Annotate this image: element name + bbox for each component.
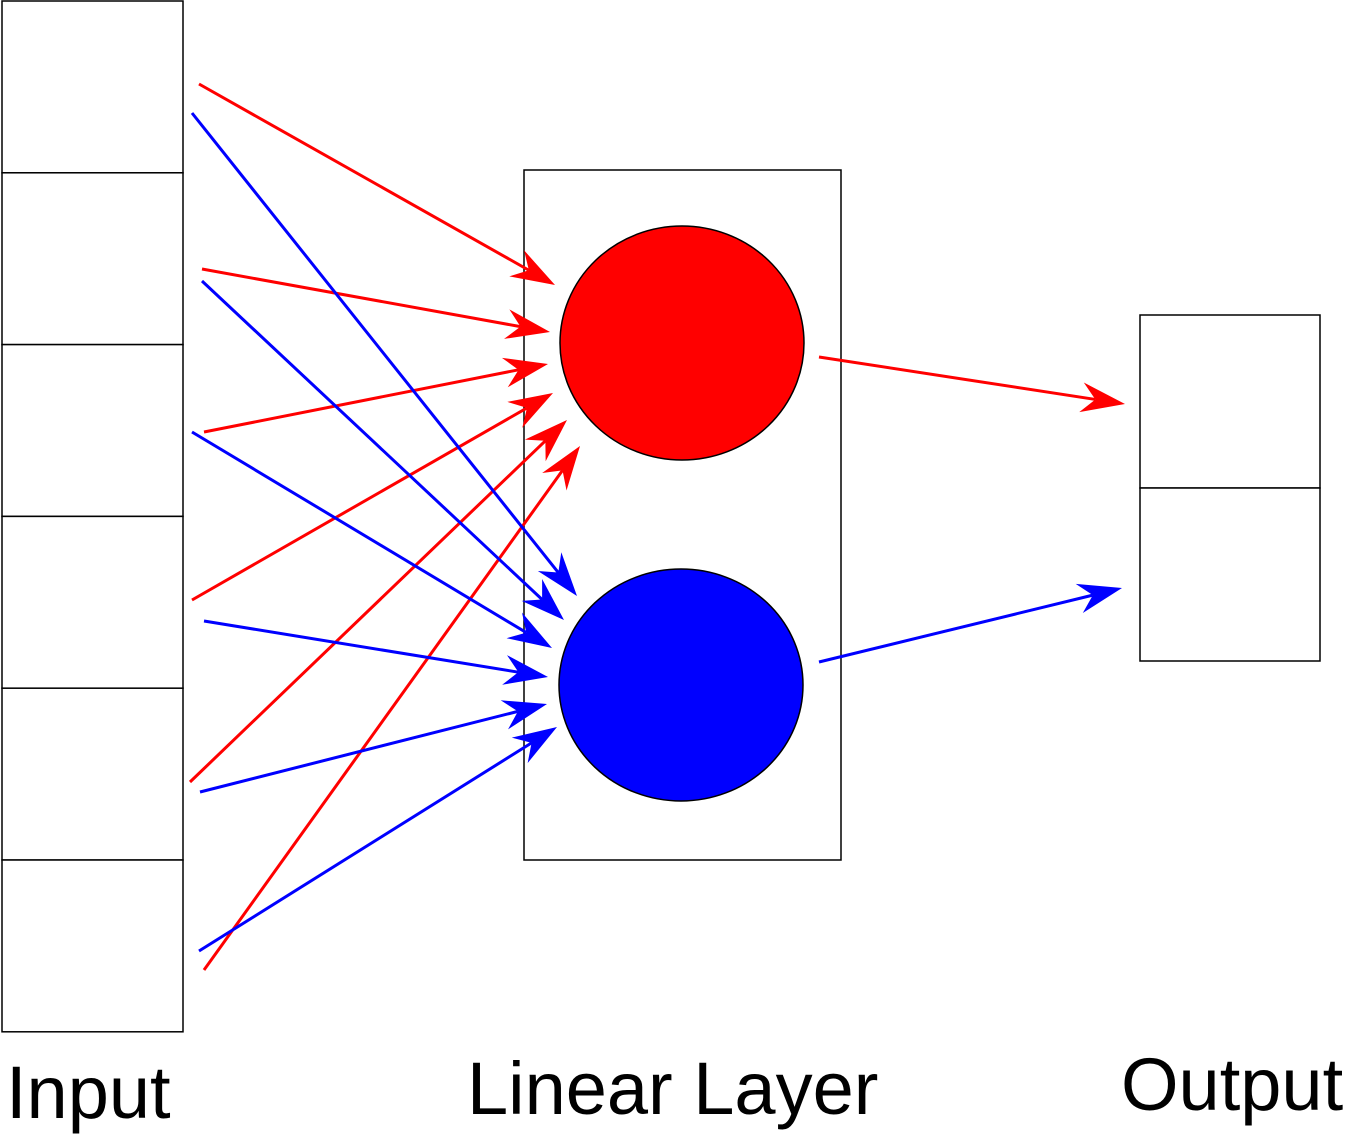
connection-line: [188, 439, 547, 784]
arrow-head: [507, 393, 553, 428]
input-cell: [1, 343, 184, 518]
connection-to-neuron-1: [188, 420, 567, 784]
connection-to-neuron-1: [191, 393, 553, 602]
connection-line: [200, 279, 544, 601]
output-cell: [1139, 487, 1321, 662]
arrow-head: [521, 578, 564, 620]
linear-layer-label: Linear Layer: [467, 1047, 879, 1130]
connection-to-neuron-2: [199, 700, 547, 794]
input-cell: [1, 687, 184, 861]
connection-line: [191, 406, 528, 602]
connection-line: [199, 709, 519, 794]
arrow-head: [1075, 583, 1122, 614]
connection-to-neuron-2: [191, 430, 552, 648]
input-cell: [1, 515, 184, 689]
connection-line: [818, 355, 1096, 401]
output-cell: [1139, 314, 1321, 489]
neuron-blue: [558, 568, 804, 802]
neurons: [558, 225, 805, 802]
connection-to-neuron-1: [201, 267, 550, 339]
connection-to-neuron-2: [200, 279, 564, 620]
connection-line: [201, 267, 521, 329]
arrow-head: [537, 552, 577, 596]
connection-line: [198, 82, 530, 272]
connection-line: [203, 368, 519, 434]
output-vector: [1139, 314, 1321, 662]
arrow-head: [501, 357, 548, 388]
connection-to-neuron-2: [190, 112, 577, 596]
arrow-head: [504, 309, 550, 339]
input-cell: [1, 0, 184, 174]
arrow-head: [502, 655, 548, 685]
neuron-red: [559, 225, 805, 461]
connection-to-neuron-1: [203, 357, 548, 434]
connection-line: [198, 741, 533, 953]
arrow-head: [1079, 382, 1125, 413]
connection-neuron-2-to-output: [818, 583, 1122, 664]
connection-to-neuron-2: [198, 727, 557, 953]
input-label: Input: [6, 1051, 171, 1134]
connection-line: [202, 469, 564, 971]
connection-line: [191, 430, 528, 634]
input-cell: [1, 172, 184, 346]
input-vector: [1, 0, 184, 1033]
connection-line: [203, 619, 519, 674]
connection-neuron-1-to-output: [818, 355, 1125, 413]
connection-to-neuron-1: [202, 446, 580, 971]
connection-to-neuron-1: [198, 82, 555, 285]
connection-to-neuron-2: [203, 619, 548, 685]
output-label: Output: [1121, 1043, 1344, 1126]
connection-line: [818, 593, 1094, 664]
arrow-head: [524, 420, 567, 462]
arrow-head: [542, 446, 580, 491]
arrow-head: [506, 612, 552, 648]
arrow-head: [500, 700, 547, 730]
connections: [188, 82, 1125, 971]
connection-line: [190, 112, 560, 574]
input-cell: [1, 859, 184, 1033]
arrow-head: [511, 727, 557, 764]
arrow-head: [509, 250, 555, 285]
